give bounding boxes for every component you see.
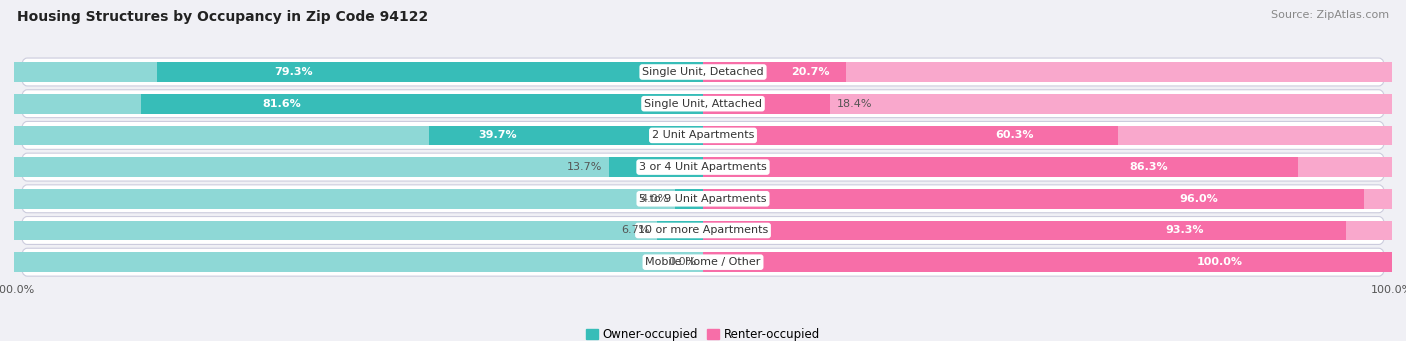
Bar [703,157,1298,177]
Bar [703,125,1118,145]
FancyBboxPatch shape [21,121,1385,149]
Text: 3 or 4 Unit Apartments: 3 or 4 Unit Apartments [640,162,766,172]
Text: Single Unit, Detached: Single Unit, Detached [643,67,763,77]
Bar [703,189,1392,209]
Text: 20.7%: 20.7% [790,67,830,77]
Text: 2 Unit Apartments: 2 Unit Apartments [652,130,754,140]
Legend: Owner-occupied, Renter-occupied: Owner-occupied, Renter-occupied [581,323,825,341]
Bar [703,221,1392,240]
Text: Housing Structures by Occupancy in Zip Code 94122: Housing Structures by Occupancy in Zip C… [17,10,427,24]
Bar [703,125,1392,145]
Text: 6.7%: 6.7% [621,225,650,236]
Text: 39.7%: 39.7% [478,130,517,140]
Bar [14,125,703,145]
Text: 96.0%: 96.0% [1180,194,1219,204]
Bar [703,94,830,114]
Bar [703,252,1392,272]
Text: 60.3%: 60.3% [995,130,1033,140]
Bar [156,62,703,82]
Text: 0.0%: 0.0% [668,257,696,267]
Bar [703,62,1392,82]
Bar [703,157,1392,177]
Bar [703,221,1346,240]
Text: 4.0%: 4.0% [640,194,669,204]
Text: Source: ZipAtlas.com: Source: ZipAtlas.com [1271,10,1389,20]
FancyBboxPatch shape [21,153,1385,181]
Bar [14,62,703,82]
Bar [14,189,703,209]
FancyBboxPatch shape [21,90,1385,118]
Text: 86.3%: 86.3% [1129,162,1168,172]
Bar [141,94,703,114]
Bar [703,62,845,82]
Bar [675,189,703,209]
FancyBboxPatch shape [21,58,1385,86]
Bar [703,189,1364,209]
Text: Single Unit, Attached: Single Unit, Attached [644,99,762,109]
FancyBboxPatch shape [21,217,1385,244]
Bar [14,221,703,240]
Text: 93.3%: 93.3% [1166,225,1205,236]
Text: 10 or more Apartments: 10 or more Apartments [638,225,768,236]
FancyBboxPatch shape [21,248,1385,276]
Bar [703,252,1392,272]
Text: 79.3%: 79.3% [274,67,312,77]
Text: 5 to 9 Unit Apartments: 5 to 9 Unit Apartments [640,194,766,204]
Text: 18.4%: 18.4% [837,99,872,109]
Bar [14,157,703,177]
Bar [14,94,703,114]
Text: Mobile Home / Other: Mobile Home / Other [645,257,761,267]
Bar [14,252,703,272]
Bar [703,94,1392,114]
FancyBboxPatch shape [21,185,1385,213]
Bar [609,157,703,177]
Text: 13.7%: 13.7% [567,162,602,172]
Text: 100.0%: 100.0% [1197,257,1243,267]
Bar [657,221,703,240]
Bar [429,125,703,145]
Text: 81.6%: 81.6% [262,99,301,109]
